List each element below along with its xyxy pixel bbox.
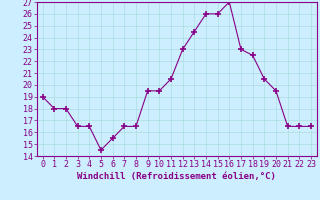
X-axis label: Windchill (Refroidissement éolien,°C): Windchill (Refroidissement éolien,°C) xyxy=(77,172,276,181)
